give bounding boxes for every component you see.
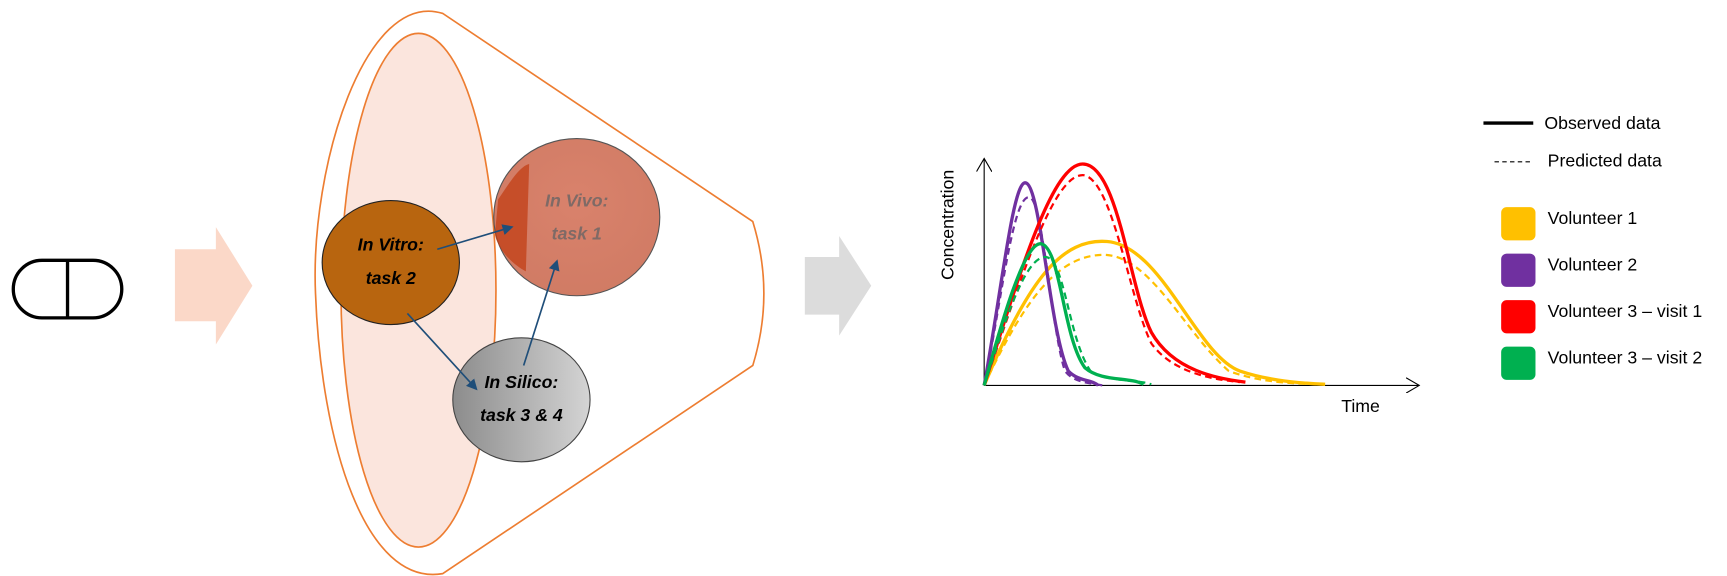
y-axis-label: Concentration	[937, 170, 957, 280]
in-vivo-circle	[493, 137, 661, 297]
in-silico-circle	[452, 337, 591, 463]
observed-curve	[982, 162, 1246, 386]
observed-curve	[982, 181, 1100, 387]
legend-label: Volunteer 3 – visit 2	[1548, 348, 1703, 368]
predicted-curve	[983, 253, 1318, 386]
node-sublabel: task 1	[552, 224, 602, 244]
x-axis-label: Time	[1341, 396, 1380, 416]
flow-arrow	[804, 235, 872, 336]
observed-curve	[982, 242, 1145, 386]
observed-curve	[982, 239, 1326, 387]
legend-swatch	[1501, 300, 1536, 334]
flow-arrow	[174, 227, 253, 345]
legend-label: Volunteer 3 – visit 1	[1548, 301, 1703, 321]
legend-label: Observed data	[1544, 113, 1660, 133]
legend-swatch	[1501, 207, 1536, 241]
arrow	[437, 224, 514, 251]
node-label: In Vivo:	[545, 190, 608, 210]
legend-swatch	[1501, 346, 1536, 380]
node-sublabel: task 2	[366, 268, 416, 288]
arrow	[406, 312, 478, 391]
predicted-curve	[983, 173, 1241, 386]
in-vitro-circle	[321, 199, 460, 326]
predicted-curve	[983, 255, 1152, 386]
node-label: In Silico:	[485, 372, 559, 392]
legend: Volunteer 1 Volunteer 2 Volunteer 3 – visi…	[1501, 207, 1702, 380]
arrow	[522, 259, 560, 366]
funnel-outline	[314, 10, 765, 576]
overlap	[494, 164, 530, 272]
legend-label: Volunteer 2	[1548, 255, 1638, 275]
legend-swatch	[1501, 253, 1536, 287]
node-label: In Vitro:	[358, 235, 424, 255]
legend-label: Volunteer 1	[1548, 208, 1638, 228]
legend-label: Predicted data	[1548, 150, 1662, 170]
node-sublabel: task 3 & 4	[480, 405, 563, 425]
curves	[982, 162, 1326, 387]
